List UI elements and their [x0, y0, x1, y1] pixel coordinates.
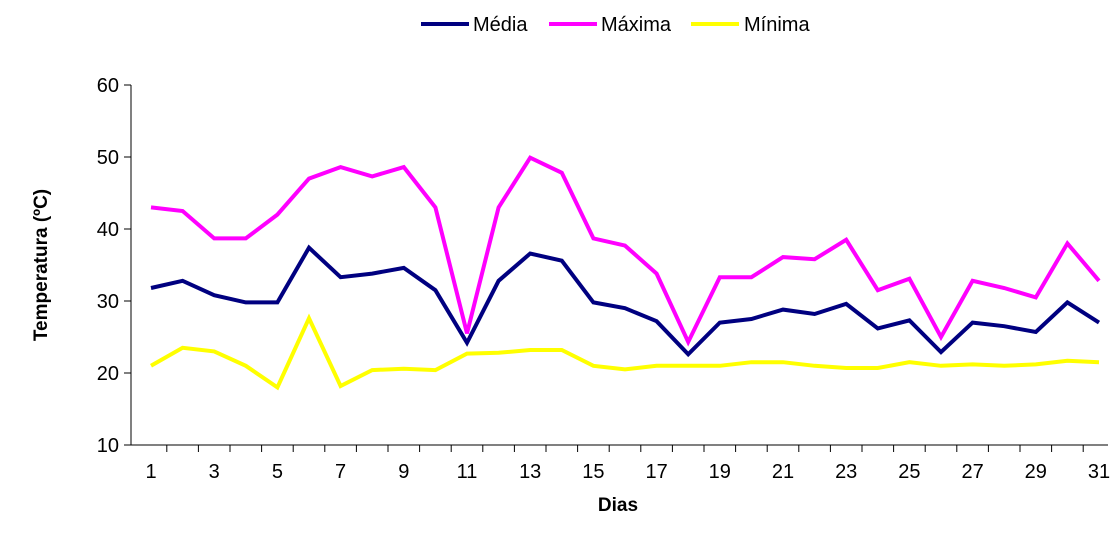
legend-label-1: Média [473, 14, 528, 36]
x-tick-label: 17 [645, 461, 667, 483]
x-tick-label: 3 [209, 461, 220, 483]
series-lines [150, 155, 1101, 391]
x-tick-label: 5 [272, 461, 283, 483]
axes [130, 85, 1108, 446]
y-axis-title: Temperatura (ºC) [31, 189, 52, 341]
x-tick-label: 15 [582, 461, 604, 483]
x-tick-label: 27 [961, 461, 983, 483]
legend: Média Máxima Mínima [421, 14, 810, 36]
x-tick-label: 7 [335, 461, 346, 483]
x-tick-label: 31 [1088, 461, 1110, 483]
x-tick-label: 23 [835, 461, 857, 483]
x-tick-label: 11 [457, 461, 478, 483]
legend-label-2: Máxima [601, 14, 672, 36]
y-tick-label: 40 [97, 219, 119, 241]
legend-label-3: Mínima [744, 14, 810, 36]
x-tick-label: 13 [519, 461, 541, 483]
y-tick-label: 50 [97, 147, 119, 169]
series-line-3 [150, 313, 1100, 391]
x-tick-label: 9 [398, 461, 409, 483]
y-tick-label: 20 [97, 363, 119, 385]
x-tick-label: 19 [709, 461, 731, 483]
y-tick-label: 30 [97, 291, 119, 313]
y-tick-label: 60 [97, 75, 119, 97]
x-tick-label: 29 [1025, 461, 1047, 483]
y-ticks: 10 20 30 40 50 60 [97, 75, 131, 457]
x-tick-label: 25 [898, 461, 920, 483]
y-tick-label: 10 [97, 435, 119, 457]
series-line-1 [150, 244, 1101, 358]
x-tick-label: 1 [145, 461, 156, 483]
x-tick-label: 21 [772, 461, 794, 483]
x-axis-title: Dias [598, 495, 638, 516]
x-ticks: 1 3 5 7 9 11 13 15 17 19 21 23 25 27 29 31 [145, 445, 1110, 483]
series-line-2 [150, 155, 1101, 347]
